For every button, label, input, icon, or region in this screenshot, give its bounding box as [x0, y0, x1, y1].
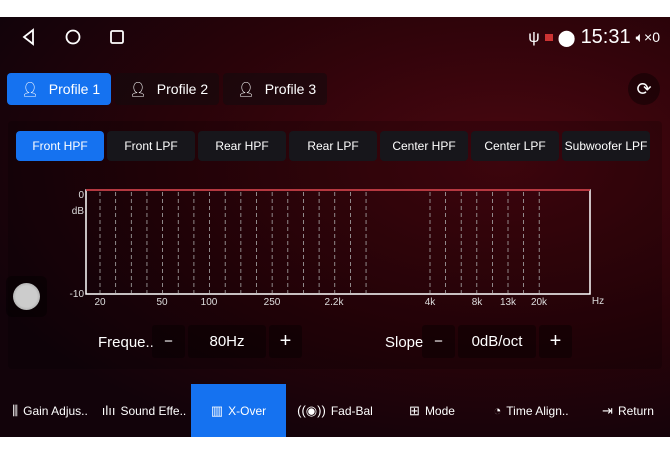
crossover-chart: 0 dB -10 Hz 20 50 100 250 2.2k 4k 8k 13k 20k [70, 189, 604, 308]
x-tick-label: 13k [500, 297, 517, 308]
tab-front-lpf[interactable]: Front LPF [107, 131, 195, 161]
reset-button[interactable]: ⟳ [628, 73, 660, 105]
frequency-value: 80Hz [188, 325, 266, 358]
tab-center-lpf[interactable]: Center LPF [471, 131, 559, 161]
nav-label: X-Over [228, 403, 267, 418]
timer-icon: ◔ [493, 403, 502, 418]
x-tick-label: 4k [425, 297, 437, 308]
frequency-label: Freque.. [98, 334, 154, 351]
tab-front-hpf[interactable]: Front HPF [16, 131, 104, 161]
notification-icon [544, 34, 553, 41]
frequency-decrease-button[interactable]: − [152, 325, 185, 358]
nav-label: Gain Adjus.. [23, 403, 88, 418]
slope-label: Slope [385, 334, 424, 351]
nav-label: Sound Effe.. [120, 403, 187, 418]
back-icon[interactable] [19, 27, 39, 47]
waveform-icon: ılıı [101, 403, 116, 418]
refresh-icon: ⟳ [636, 78, 652, 99]
return-icon: ⇥ [602, 402, 613, 418]
x-tick-label: 20k [531, 297, 548, 308]
nav-label: Fad-Bal [330, 403, 373, 418]
x-tick-label: 250 [264, 297, 281, 308]
nav-mode[interactable]: ⊞ Mode [388, 384, 476, 437]
nav-label: Time Align.. [506, 403, 569, 418]
assistive-touch-icon [13, 283, 40, 310]
usb-icon: ψ [528, 28, 540, 46]
nav-gain-adjus[interactable]: ⫼ Gain Adjus.. [3, 384, 97, 437]
profile-label: Profile 3 [264, 81, 317, 97]
slope-decrease-button[interactable]: − [422, 325, 455, 358]
user-sound-icon: 👤︎ [129, 80, 147, 97]
tab-subwoofer-lpf[interactable]: Subwoofer LPF [562, 131, 650, 161]
user-surround-icon: 👤︎ [237, 80, 255, 97]
profile-1-button[interactable]: 👤︎ Profile 1 [7, 73, 111, 105]
nav-sound-effe[interactable]: ılıı Sound Effe.. [97, 384, 191, 437]
x-tick-label: 20 [94, 297, 106, 308]
y-unit-label: dB [72, 206, 85, 217]
screen: ψ ⬤ 15:31 🔈︎×0 👤︎ Profile 1 👤︎ Profile 2 👤… [0, 17, 670, 437]
speaker-balance-icon: ((◉)) [297, 402, 326, 418]
x-tick-label: 100 [201, 297, 218, 308]
profile-3-button[interactable]: 👤︎ Profile 3 [223, 73, 327, 105]
location-icon: ⬤ [557, 29, 576, 47]
profile-label: Profile 1 [48, 81, 101, 97]
x-tick-label: 50 [156, 297, 168, 308]
y-top-label: 0 [78, 190, 84, 201]
nav-return[interactable]: ⇥ Return [588, 384, 668, 437]
profile-label: Profile 2 [156, 81, 209, 97]
equalizer-icon: ▥ [210, 402, 224, 418]
clock: 15:31 [580, 26, 631, 48]
tab-rear-lpf[interactable]: Rear LPF [289, 131, 377, 161]
x-unit-label: Hz [592, 296, 604, 307]
nav-label: Mode [424, 403, 455, 418]
tab-rear-hpf[interactable]: Rear HPF [198, 131, 286, 161]
status-bar: ψ ⬤ 15:31 🔈︎×0 [528, 26, 660, 49]
volume-muted-icon[interactable]: 🔈︎×0 [635, 29, 660, 45]
nav-fad-bal[interactable]: ((◉)) Fad-Bal [289, 384, 381, 437]
slope-increase-button[interactable]: + [539, 325, 572, 358]
y-bottom-label: -10 [70, 289, 85, 300]
nav-label: Return [617, 403, 654, 418]
mode-icon: ⊞ [409, 402, 420, 418]
volume-value: 0 [652, 29, 660, 45]
tab-center-hpf[interactable]: Center HPF [380, 131, 468, 161]
user-icon: 👤︎ [21, 80, 39, 97]
recents-icon[interactable] [107, 27, 127, 47]
x-tick-label: 2.2k [325, 297, 345, 308]
slope-value: 0dB/oct [458, 325, 536, 358]
home-icon[interactable] [63, 27, 83, 47]
nav-x-over[interactable]: ▥ X-Over [191, 384, 286, 437]
frequency-increase-button[interactable]: + [269, 325, 302, 358]
sliders-icon: ⫼ [12, 402, 19, 418]
x-tick-label: 8k [472, 297, 484, 308]
profile-2-button[interactable]: 👤︎ Profile 2 [115, 73, 219, 105]
chart-frame [85, 189, 591, 295]
floating-assist-button[interactable] [6, 276, 47, 317]
nav-time-align[interactable]: ◔ Time Align.. [476, 384, 586, 437]
